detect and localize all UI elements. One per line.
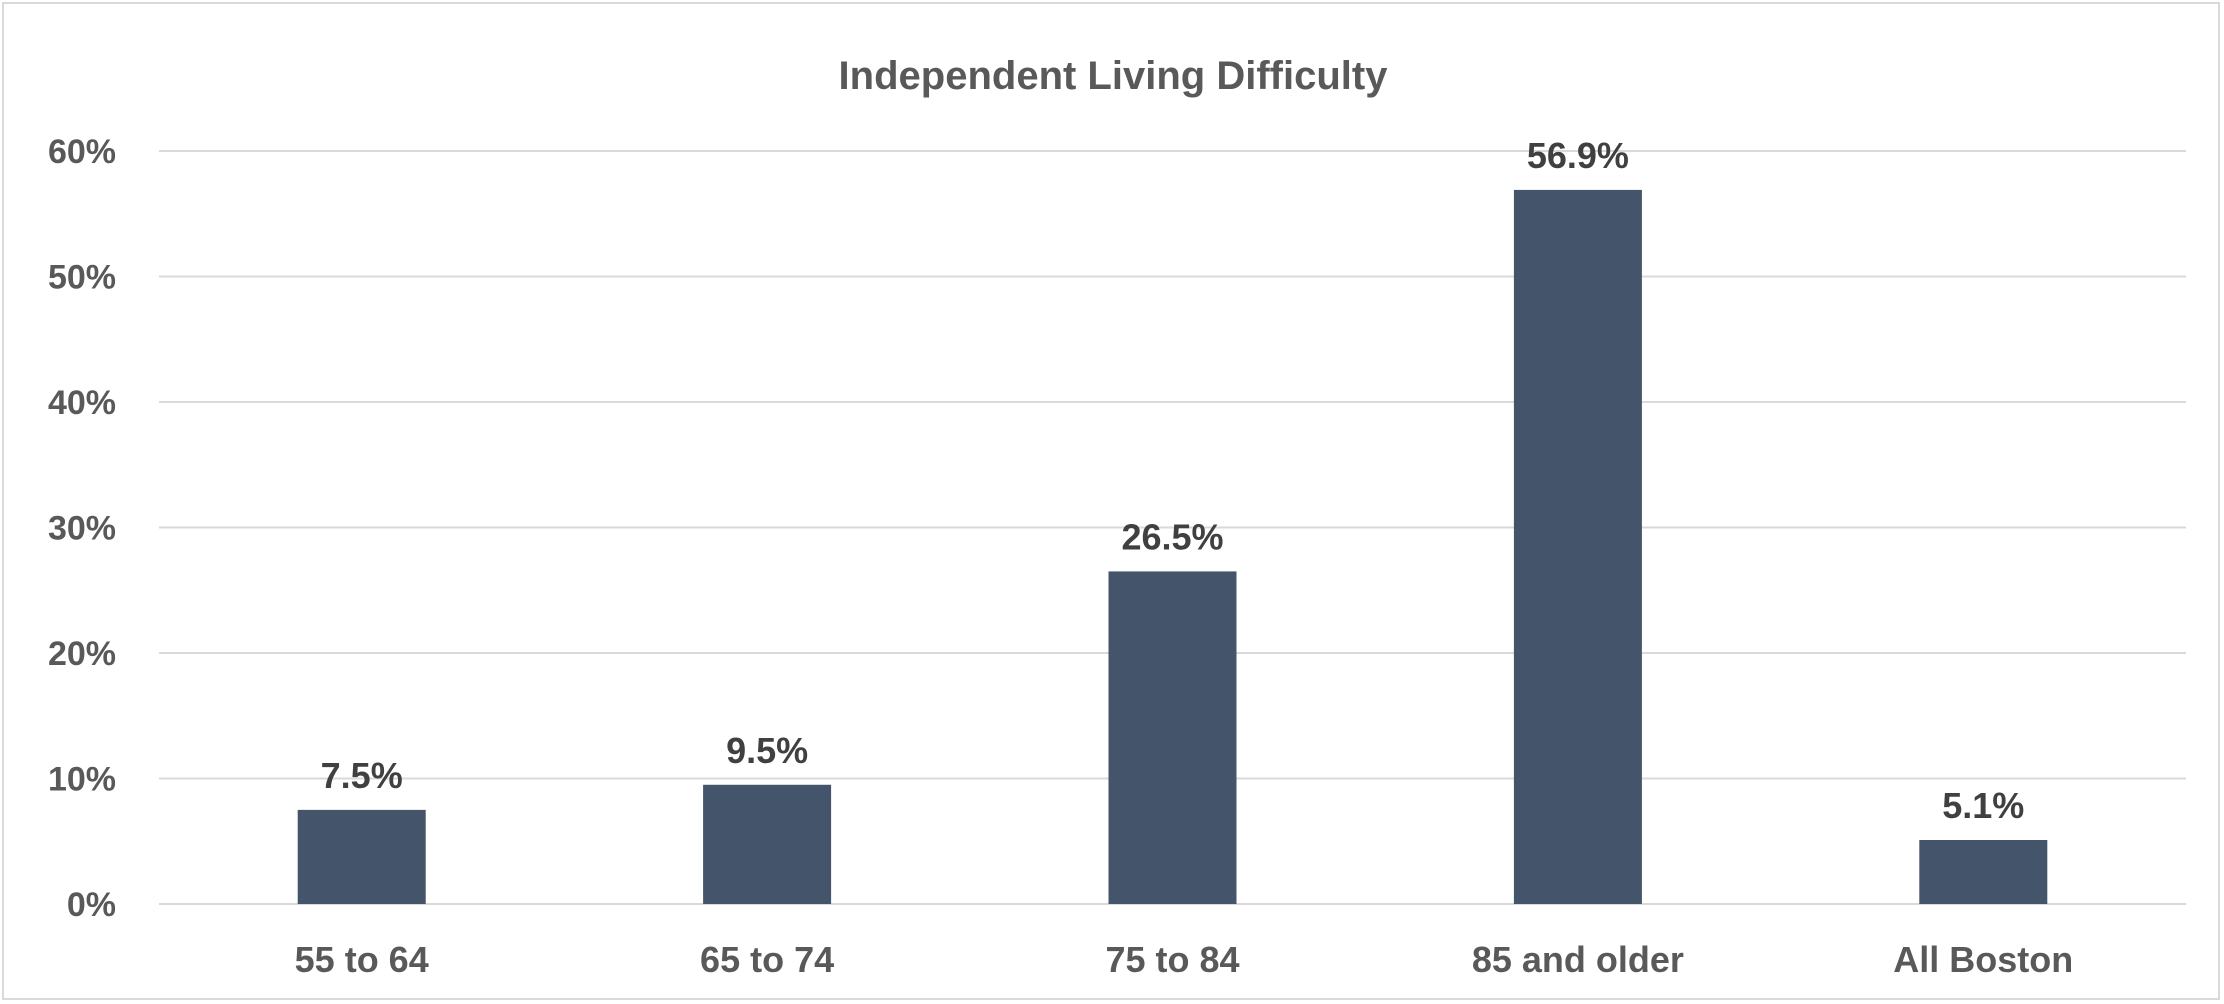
y-axis-tick-labels: 0% 10% 20% 30% 40% 50% 60% <box>48 133 116 924</box>
x-axis-category-labels: 55 to 64 65 to 74 75 to 84 85 and older All … <box>295 939 2074 980</box>
bars <box>297 189 2048 904</box>
x-category-label: All Boston <box>1893 939 2073 980</box>
bar <box>703 784 832 904</box>
chart-title: Independent Living Difficulty <box>839 54 1389 98</box>
x-category-label: 75 to 84 <box>1105 939 1239 980</box>
data-label: 56.9% <box>1527 135 1629 176</box>
y-tick-label: 10% <box>48 761 116 799</box>
y-tick-label: 30% <box>48 510 116 548</box>
bar <box>1919 839 2048 904</box>
y-tick-label: 20% <box>48 635 116 673</box>
bar <box>297 809 426 904</box>
data-labels: 7.5% 9.5% 26.5% 56.9% 5.1% <box>321 135 2025 826</box>
bar <box>1513 189 1642 904</box>
data-label: 5.1% <box>1942 785 2024 826</box>
data-label: 7.5% <box>321 755 403 796</box>
y-tick-label: 40% <box>48 384 116 422</box>
y-tick-label: 50% <box>48 259 116 297</box>
y-tick-label: 60% <box>48 133 116 171</box>
x-category-label: 55 to 64 <box>295 939 429 980</box>
bar <box>1108 571 1237 904</box>
x-category-label: 85 and older <box>1472 939 1684 980</box>
x-category-label: 65 to 74 <box>700 939 834 980</box>
y-tick-label: 0% <box>67 886 116 924</box>
data-label: 9.5% <box>726 730 808 771</box>
bar-chart: Independent Living Difficulty 0% 10% 20% 30… <box>48 54 2186 980</box>
data-label: 26.5% <box>1121 516 1223 557</box>
